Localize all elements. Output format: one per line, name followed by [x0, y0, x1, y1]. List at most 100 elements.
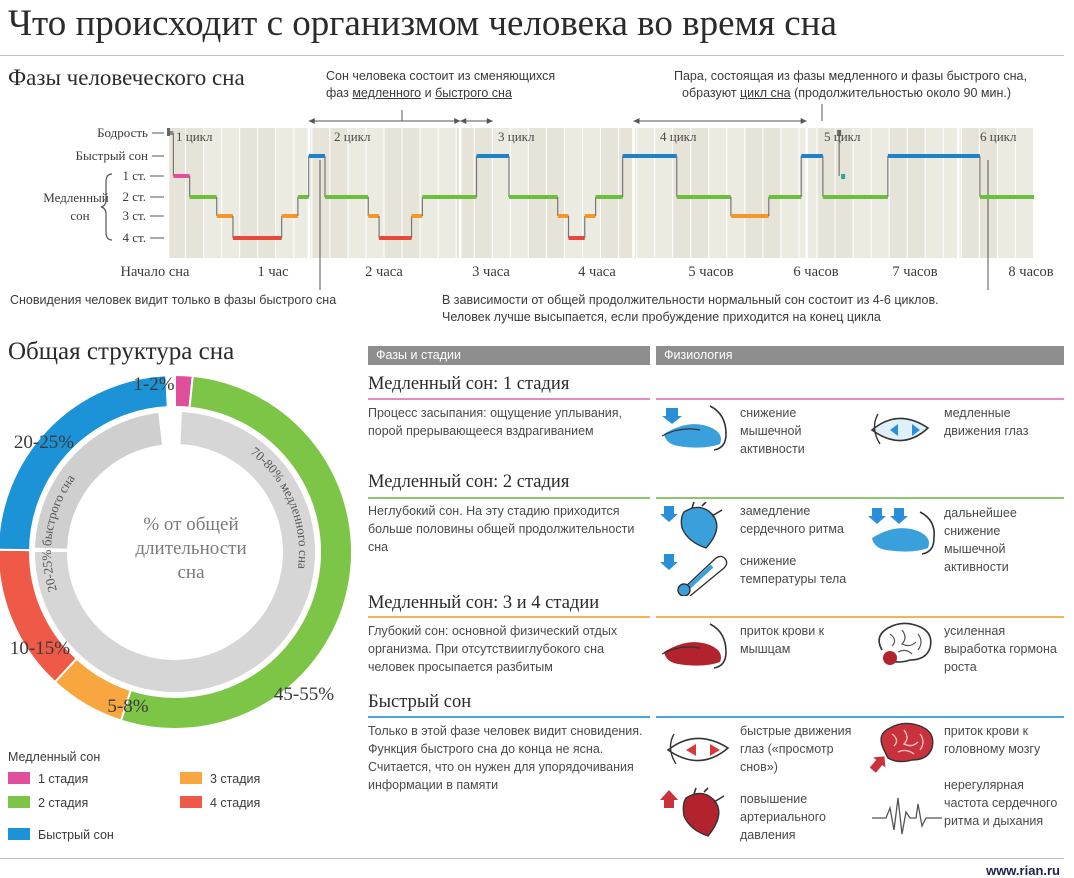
hour-labels: Начало сна 1 час 2 часа 3 часа 4 часа 5 часов… — [121, 264, 1054, 280]
note-cycle-line2: образуют цикл сна (продолжительностью ок… — [674, 85, 1027, 102]
level-labels: Бодрость Быстрый сон 1 ст. 2 ст. 3 ст. 4 ст. М… — [43, 125, 164, 245]
hypnogram-stripe — [294, 128, 312, 258]
hypnogram-line — [167, 128, 1034, 240]
phys-text: приток крови к головному мозгу — [944, 724, 1041, 756]
legend-item-stage3: 3 стадия — [180, 772, 260, 786]
note-cycles-line1: В зависимости от общей продолжительности… — [442, 293, 939, 307]
hypnogram-stripe — [1015, 128, 1033, 258]
donut-percent-label: 5-8% — [107, 696, 148, 717]
phys-text: нерегулярная частота сердечного ритма и … — [944, 778, 1058, 828]
legend-label: 1 стадия — [38, 772, 89, 786]
thermometer-icon — [660, 554, 728, 596]
legend-title: Медленный сон — [8, 750, 101, 764]
hypnogram-stripe — [348, 128, 366, 258]
hypnogram-stripe — [222, 128, 240, 258]
hypnogram-stripe — [402, 128, 420, 258]
hypnogram-stripe — [925, 128, 943, 258]
hypnogram-background — [166, 128, 1033, 258]
phases-heading: Фазы человеческого сна — [8, 65, 245, 90]
muscle-arrow-down-icon — [661, 405, 727, 451]
hour-label: 7 часов — [892, 264, 937, 280]
phys-text: усиленная выработка гормона роста — [944, 624, 1057, 674]
legend-swatch — [8, 796, 30, 808]
hypnogram-stripe — [601, 128, 619, 258]
note-phases-line1: Сон человека состоит из сменяющихся — [326, 69, 556, 83]
hypnogram-stripe — [312, 128, 330, 258]
column-header-phases: Фазы и стадии — [368, 346, 650, 365]
footer-divider — [0, 858, 1064, 859]
note-phases: Сон человека состоит из сменяющихся фаз … — [326, 68, 555, 102]
ecg-icon — [872, 797, 942, 835]
hypnogram: 1 цикл 2 цикл 3 цикл 4 цикл 5 цикл 6 цикл Бод… — [0, 60, 1074, 345]
hypnogram-stripe — [637, 128, 655, 258]
awakening-mark — [837, 130, 842, 136]
hypnogram-stripe — [871, 128, 889, 258]
donut-percent-label: 45-55% — [274, 684, 334, 705]
note-phases-line2: фаз медленного и быстрого сна — [326, 85, 555, 102]
legend-item-stage2: 2 стадия — [8, 796, 88, 810]
section-desc-rem: Только в этой фазе человек видит сновиде… — [368, 724, 643, 792]
hypnogram-stripe — [907, 128, 925, 258]
section-desc-stage34: Глубокий сон: основной физический отдых … — [368, 624, 618, 674]
hypnogram-stripe — [763, 128, 781, 258]
phys-text: повышение артериального давления — [740, 792, 826, 842]
cycle-label: 1 цикл — [176, 129, 213, 144]
note-text: и — [421, 86, 436, 100]
hypnogram-stripe — [510, 128, 528, 258]
donut-center-label: % от общей — [143, 514, 238, 535]
level-group-label: сон — [70, 208, 89, 223]
cycle-label: 6 цикл — [980, 129, 1017, 144]
hypnogram-stripe — [853, 128, 871, 258]
section-rule — [368, 616, 650, 618]
hypnogram-stripe — [997, 128, 1015, 258]
note-dreams: Сновидения человек видит только в фазы б… — [10, 293, 337, 307]
hypnogram-stripe — [655, 128, 673, 258]
section-rule — [656, 497, 1064, 499]
hypnogram-stripe — [781, 128, 799, 258]
cycle-labels: 1 цикл 2 цикл 3 цикл 4 цикл 5 цикл 6 цикл — [176, 129, 1017, 144]
level-label: 1 ст. — [123, 168, 146, 183]
hour-label: 8 часов — [1008, 264, 1053, 280]
section-rule — [656, 616, 1064, 618]
donut-percent-label: 1-2% — [133, 374, 174, 395]
hypnogram-stripe — [961, 128, 979, 258]
hypnogram-stripe — [673, 128, 691, 258]
level-label: 3 ст. — [123, 208, 146, 223]
donut-inner-rem — [35, 413, 163, 549]
rapid-eye-icon — [666, 733, 730, 765]
hypnogram-stripe — [745, 128, 763, 258]
legend-swatch — [180, 772, 202, 784]
hypnogram-stripe — [330, 128, 348, 258]
legend-label: 4 стадия — [210, 796, 261, 810]
donut-outer-ring — [0, 373, 353, 730]
hypnogram-stripe — [474, 128, 492, 258]
level-label: 4 ст. — [123, 230, 146, 245]
hypnogram-stripe — [204, 128, 222, 258]
level-group-label: Медленный — [43, 190, 109, 205]
donut-segment — [0, 374, 169, 552]
source-credit: www.rian.ru — [986, 863, 1060, 878]
note-cycles: В зависимости от общей продолжительности… — [442, 292, 939, 326]
wake-start-mark — [167, 128, 170, 136]
donut-percent-label: 20-25% — [14, 432, 74, 453]
hypnogram-stripe — [709, 128, 727, 258]
donut-center-label: сна — [177, 562, 205, 583]
brain-hormone-icon — [878, 622, 932, 665]
brain-blood-icon — [870, 722, 934, 773]
phys-text: снижение температуры тела — [740, 554, 847, 586]
hypnogram-stripe — [438, 128, 456, 258]
page-title: Что происходит с организмом человека во … — [8, 3, 837, 44]
donut-legend: Медленный сон 1 стадия 3 стадия 2 стадия… — [8, 750, 348, 850]
muscle-double-arrow-icon — [868, 508, 936, 555]
hypnogram-stripe — [799, 128, 817, 258]
hypnogram-stripe — [943, 128, 961, 258]
cycle-label: 2 цикл — [334, 129, 371, 144]
hypnogram-stripe — [727, 128, 745, 258]
level-label: Быстрый сон — [76, 148, 149, 163]
hypnogram-stripe — [619, 128, 637, 258]
level-brace — [100, 173, 113, 241]
phys-text: замедление сердечного ритма — [740, 504, 844, 536]
column-header-physiology: Физиология — [656, 346, 1064, 365]
hypnogram-stripe — [889, 128, 907, 258]
